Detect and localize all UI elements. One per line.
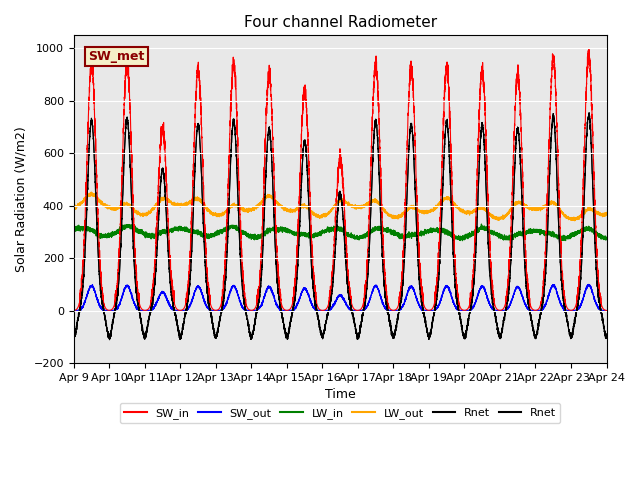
LW_in — [580, 227, 588, 232]
Line: Rnet: Rnet — [74, 113, 607, 340]
LW_out — [460, 208, 467, 214]
LW_in — [460, 237, 467, 242]
Text: SW_met: SW_met — [88, 50, 145, 63]
SW_in — [322, 306, 330, 312]
SW_in — [474, 138, 482, 144]
LW_in — [70, 226, 77, 232]
SW_out — [326, 308, 333, 313]
LW_in — [477, 221, 485, 227]
Rnet — [603, 334, 611, 340]
SW_out — [251, 308, 259, 313]
Rnet — [580, 200, 588, 205]
SW_out — [474, 291, 482, 297]
LW_in — [322, 228, 330, 234]
SW_out — [580, 291, 588, 297]
Rnet — [322, 318, 330, 324]
Y-axis label: Solar Radiation (W/m2): Solar Radiation (W/m2) — [15, 126, 28, 272]
SW_out — [460, 308, 467, 313]
Line: LW_in: LW_in — [74, 224, 607, 240]
Line: SW_in: SW_in — [74, 48, 607, 311]
SW_in — [585, 46, 593, 51]
Legend: SW_in, SW_out, LW_in, LW_out, Rnet, Rnet: SW_in, SW_out, LW_in, LW_out, Rnet, Rnet — [120, 403, 561, 423]
LW_in — [251, 233, 259, 239]
SW_in — [70, 308, 77, 313]
SW_out — [603, 308, 611, 313]
SW_out — [585, 281, 593, 287]
LW_in — [603, 235, 611, 240]
Line: SW_out: SW_out — [74, 284, 607, 311]
Rnet — [251, 318, 259, 324]
LW_out — [580, 210, 588, 216]
LW_out — [574, 215, 582, 220]
SW_in — [460, 307, 467, 313]
Line: LW_out: LW_out — [74, 192, 607, 221]
SW_in — [251, 306, 259, 312]
SW_in — [348, 308, 355, 313]
SW_in — [573, 295, 581, 301]
X-axis label: Time: Time — [324, 388, 355, 401]
LW_in — [574, 230, 582, 236]
LW_in — [474, 228, 482, 234]
LW_out — [322, 213, 330, 219]
SW_in — [580, 151, 588, 157]
LW_in — [459, 238, 467, 243]
Rnet — [474, 187, 482, 192]
Rnet — [460, 332, 467, 338]
SW_out — [573, 307, 581, 312]
LW_out — [474, 206, 482, 212]
SW_out — [70, 308, 77, 313]
LW_out — [70, 205, 77, 211]
Rnet — [585, 110, 593, 116]
SW_out — [322, 308, 330, 313]
SW_in — [603, 308, 611, 313]
LW_out — [88, 189, 95, 195]
Rnet — [573, 304, 581, 310]
Title: Four channel Radiometer: Four channel Radiometer — [244, 15, 436, 30]
LW_out — [603, 212, 611, 217]
LW_out — [251, 205, 259, 211]
Rnet — [106, 337, 113, 343]
LW_out — [571, 218, 579, 224]
Rnet — [70, 334, 77, 339]
